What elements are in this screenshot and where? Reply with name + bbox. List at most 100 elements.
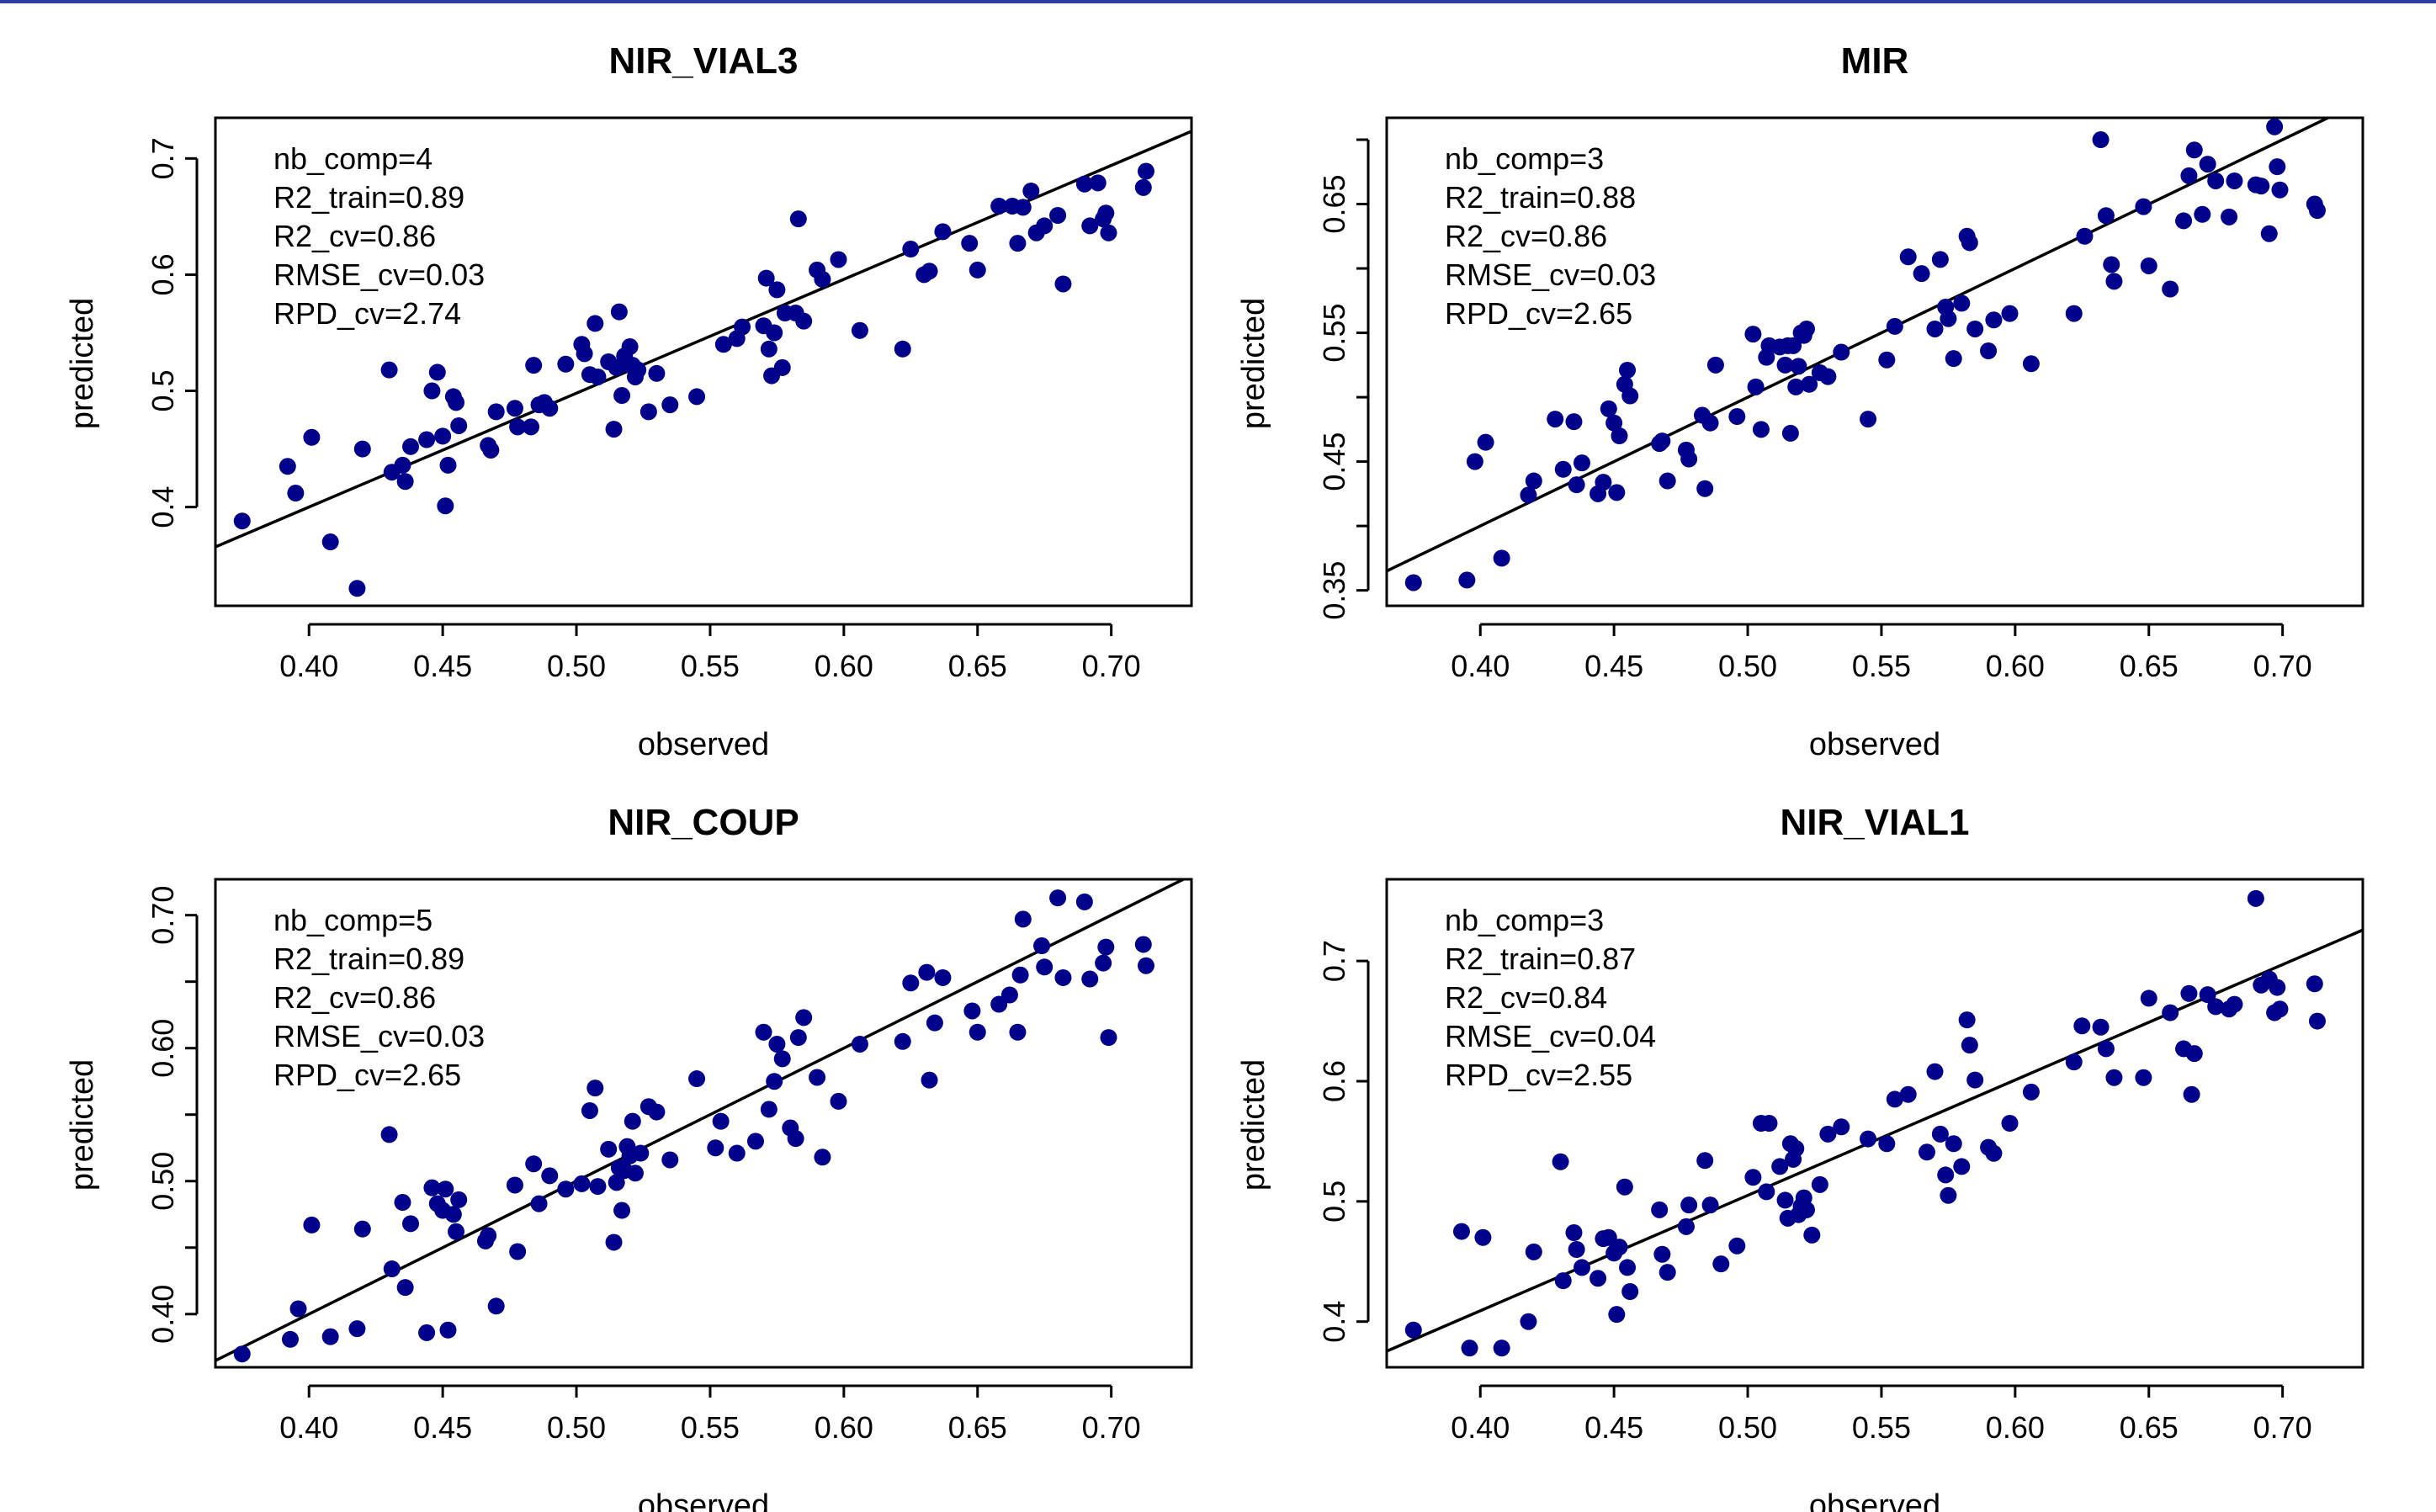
data-point <box>648 1103 666 1121</box>
annotation-r2-cv: R2_cv=0.86 <box>273 219 436 253</box>
fit-line <box>1387 118 2332 573</box>
data-point <box>640 403 657 421</box>
data-point <box>1752 421 1770 438</box>
data-point <box>394 456 411 474</box>
data-point <box>610 303 628 321</box>
data-point <box>851 1035 868 1053</box>
data-point <box>2180 167 2198 184</box>
annotation-rmse-cv: RMSE_cv=0.03 <box>273 1019 485 1053</box>
y-tick-label: 0.5 <box>1317 1180 1351 1223</box>
annotation-rmse-cv: RMSE_cv=0.03 <box>273 257 485 292</box>
data-point <box>348 580 366 597</box>
data-point <box>1054 968 1072 986</box>
data-point <box>428 363 446 381</box>
data-point <box>632 1144 650 1162</box>
data-point <box>1089 174 1107 192</box>
data-point <box>1568 1241 1585 1258</box>
data-point <box>2022 355 2040 373</box>
data-point <box>1611 1239 1628 1256</box>
data-point <box>2194 205 2211 223</box>
data-point <box>1771 1158 1789 1175</box>
data-point <box>707 1139 724 1157</box>
data-point <box>509 1243 527 1260</box>
data-point <box>1677 1218 1695 1235</box>
annotation-r2-train: R2_train=0.89 <box>273 942 464 976</box>
top-border <box>0 0 2436 3</box>
data-point <box>2199 986 2216 1004</box>
data-point <box>2226 995 2243 1013</box>
data-point <box>2065 1053 2083 1071</box>
data-point <box>1728 408 1746 426</box>
x-tick-label: 0.40 <box>1451 1410 1510 1445</box>
y-tick-label: 0.6 <box>146 253 180 295</box>
data-point <box>926 1014 943 1032</box>
x-axis-label: observed <box>638 727 769 762</box>
data-point <box>1605 414 1623 432</box>
annotation-r2-train: R2_train=0.88 <box>1445 180 1636 215</box>
data-point <box>1926 1063 1944 1080</box>
data-point <box>624 1112 641 1130</box>
annotation-nb-comp: nb_comp=4 <box>273 141 433 176</box>
data-point <box>1049 889 1067 907</box>
data-point <box>1137 957 1154 974</box>
data-point <box>1945 350 1962 368</box>
data-point <box>1658 472 1676 490</box>
data-point <box>557 355 575 373</box>
data-point <box>795 312 813 330</box>
x-tick-label: 0.65 <box>948 649 1007 683</box>
data-point <box>2180 984 2198 1002</box>
data-point <box>437 497 454 515</box>
data-point <box>1014 910 1032 928</box>
data-point <box>487 1297 505 1315</box>
data-point <box>557 1180 575 1198</box>
data-point <box>2271 181 2289 199</box>
data-point <box>1781 424 1799 442</box>
data-point <box>1886 317 1903 335</box>
data-point <box>605 1233 623 1251</box>
data-point <box>353 1220 371 1238</box>
data-point <box>2135 1069 2152 1086</box>
data-point <box>1616 1178 1633 1196</box>
data-point <box>418 431 436 448</box>
x-tick-label: 0.65 <box>2120 649 2179 683</box>
y-axis-label: predicted <box>1236 298 1271 429</box>
data-point <box>573 1175 591 1192</box>
annotation-rmse-cv: RMSE_cv=0.03 <box>1445 257 1656 292</box>
data-point <box>287 485 305 502</box>
x-tick-label: 0.40 <box>279 649 338 683</box>
annotation-nb-comp: nb_comp=3 <box>1445 141 1604 176</box>
data-point <box>2140 257 2157 274</box>
annotation-r2-train: R2_train=0.89 <box>273 180 464 215</box>
data-point <box>1966 1071 1984 1089</box>
x-tick-label: 0.50 <box>547 1410 606 1445</box>
data-point <box>1787 378 1805 395</box>
data-point <box>1574 1259 1590 1276</box>
data-point <box>289 1300 307 1318</box>
data-point <box>1525 472 1542 490</box>
x-tick-label: 0.55 <box>681 1410 740 1445</box>
data-point <box>1000 986 1018 1004</box>
data-point <box>918 963 936 981</box>
x-tick-label: 0.60 <box>815 1410 873 1445</box>
data-point <box>629 361 647 379</box>
data-point <box>2269 158 2286 176</box>
data-point <box>1803 1226 1821 1244</box>
x-tick-label: 0.70 <box>2253 1410 2312 1445</box>
data-point <box>1760 1115 1778 1132</box>
data-point <box>2308 1012 2326 1030</box>
y-tick-label: 0.50 <box>146 1152 180 1211</box>
data-point <box>1878 351 1896 369</box>
data-point <box>348 1320 366 1338</box>
data-point <box>1081 217 1099 235</box>
data-point <box>321 1328 339 1345</box>
data-point <box>380 361 398 379</box>
data-point <box>1886 1090 1903 1108</box>
data-point <box>1776 356 1794 374</box>
data-point <box>1520 1313 1537 1330</box>
data-point <box>434 427 452 445</box>
data-point <box>233 1345 251 1363</box>
y-tick-label: 0.70 <box>146 886 180 945</box>
data-point <box>1819 1125 1837 1143</box>
panel-nir-coup: NIR_COUP observed predicted nb_comp=5 R2… <box>65 802 1193 1512</box>
data-point <box>383 1260 401 1278</box>
